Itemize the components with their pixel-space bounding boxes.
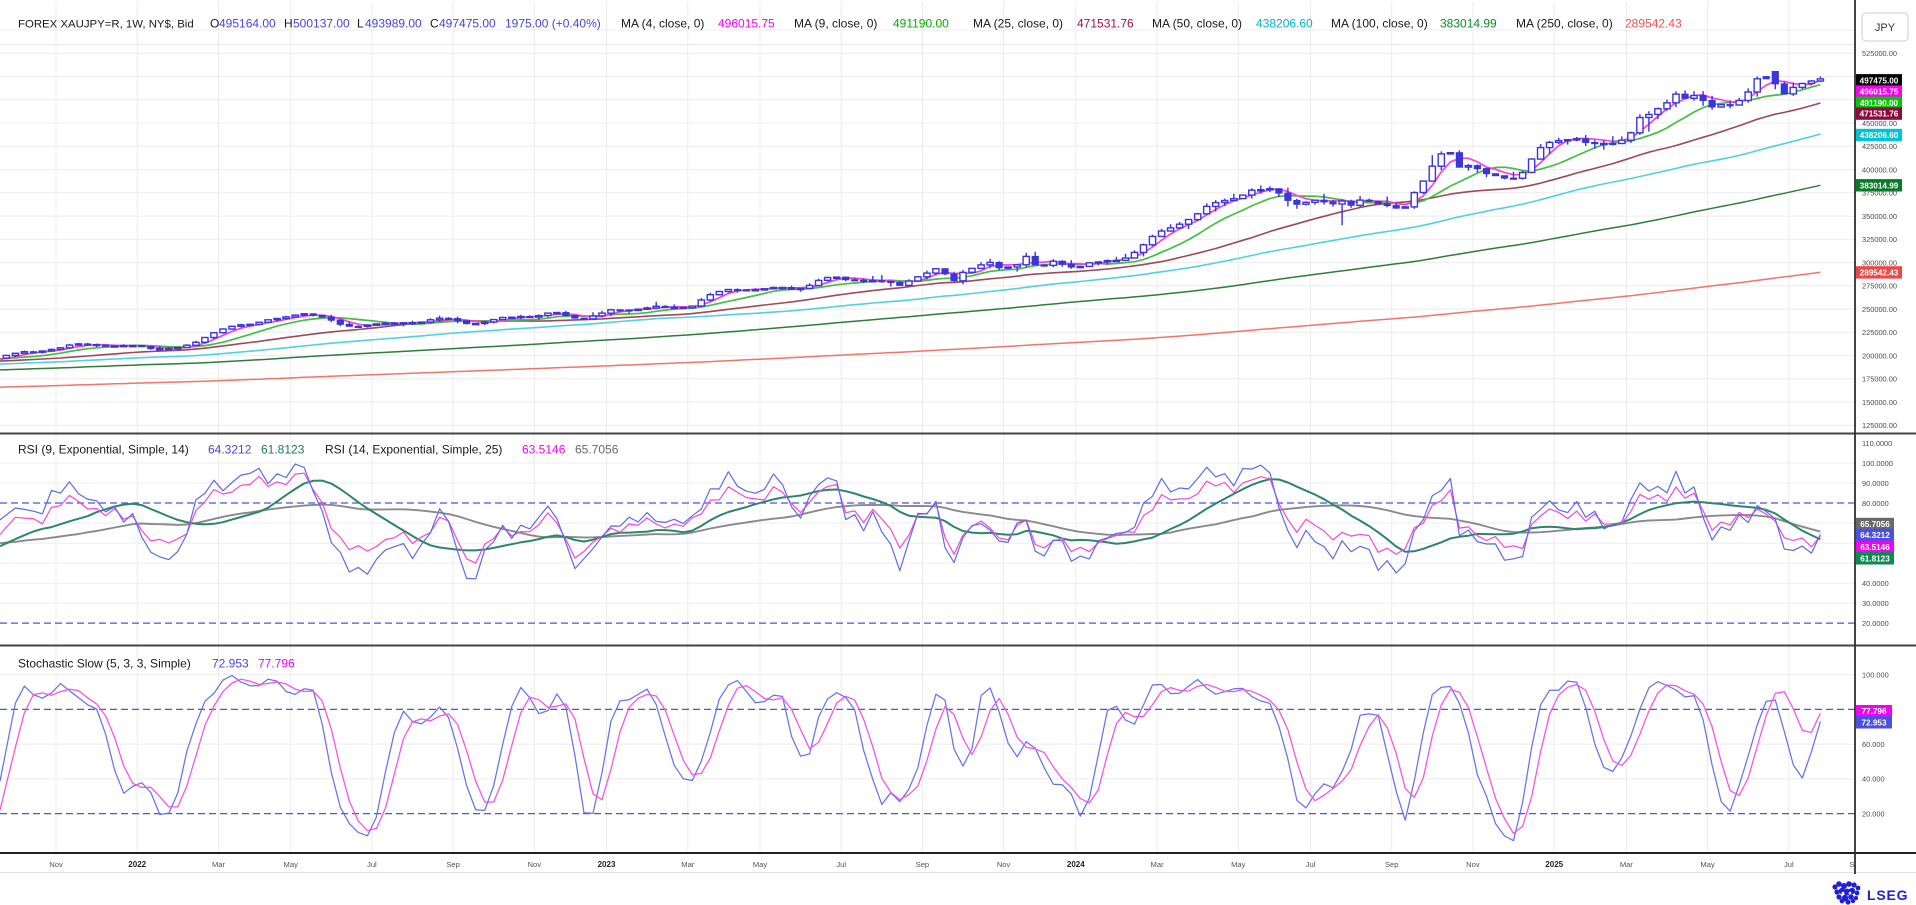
svg-text:275000.00: 275000.00 bbox=[1862, 282, 1897, 291]
svg-text:496015.75: 496015.75 bbox=[718, 17, 775, 31]
svg-text:FOREX XAUJPY=R, 1W, NY$, Bid: FOREX XAUJPY=R, 1W, NY$, Bid bbox=[18, 19, 194, 31]
svg-text:1975.00 (+0.40%): 1975.00 (+0.40%) bbox=[505, 17, 601, 31]
svg-text:Sep: Sep bbox=[916, 860, 930, 869]
svg-text:497475.00: 497475.00 bbox=[439, 17, 496, 31]
svg-text:Jul: Jul bbox=[1306, 860, 1316, 869]
svg-text:30.0000: 30.0000 bbox=[1862, 599, 1889, 608]
svg-text:100.0000: 100.0000 bbox=[1862, 459, 1893, 468]
svg-text:64.3212: 64.3212 bbox=[208, 443, 252, 457]
svg-text:RSI (14, Exponential, Simple,: RSI (14, Exponential, Simple, 25) bbox=[325, 443, 502, 457]
svg-text:Sep: Sep bbox=[1849, 860, 1863, 869]
svg-text:MA (25, close, 0): MA (25, close, 0) bbox=[973, 17, 1063, 31]
svg-text:Stochastic Slow (5, 3, 3, Simp: Stochastic Slow (5, 3, 3, Simple) bbox=[18, 657, 191, 671]
svg-text:77.796: 77.796 bbox=[1861, 707, 1886, 716]
svg-text:Jul: Jul bbox=[836, 860, 846, 869]
svg-text:Mar: Mar bbox=[212, 860, 226, 869]
svg-text:438206.60: 438206.60 bbox=[1860, 131, 1899, 140]
svg-text:63.5146: 63.5146 bbox=[1860, 543, 1890, 552]
svg-text:90.0000: 90.0000 bbox=[1862, 479, 1889, 488]
svg-text:438206.60: 438206.60 bbox=[1256, 17, 1313, 31]
svg-text:450000.00: 450000.00 bbox=[1862, 119, 1897, 128]
svg-text:2025: 2025 bbox=[1545, 860, 1563, 869]
svg-text:MA (4, close, 0): MA (4, close, 0) bbox=[621, 17, 704, 31]
svg-text:63.5146: 63.5146 bbox=[522, 443, 566, 457]
svg-text:289542.43: 289542.43 bbox=[1625, 17, 1682, 31]
svg-text:Mar: Mar bbox=[1151, 860, 1165, 869]
svg-text:20.000: 20.000 bbox=[1862, 809, 1885, 818]
svg-text:C: C bbox=[430, 17, 439, 31]
svg-text:2022: 2022 bbox=[128, 860, 146, 869]
svg-text:Mar: Mar bbox=[681, 860, 695, 869]
svg-text:497475.00: 497475.00 bbox=[1860, 76, 1899, 85]
svg-text:400000.00: 400000.00 bbox=[1862, 165, 1897, 174]
svg-text:Jul: Jul bbox=[367, 860, 377, 869]
svg-text:64.3212: 64.3212 bbox=[1860, 531, 1890, 540]
svg-text:65.7056: 65.7056 bbox=[1860, 520, 1890, 529]
svg-text:61.8123: 61.8123 bbox=[261, 443, 305, 457]
svg-text:MA (250, close, 0): MA (250, close, 0) bbox=[1516, 17, 1613, 31]
svg-text:72.953: 72.953 bbox=[1861, 718, 1886, 727]
svg-text:2023: 2023 bbox=[598, 860, 616, 869]
svg-text:60.000: 60.000 bbox=[1862, 740, 1885, 749]
svg-text:496015.75: 496015.75 bbox=[1860, 88, 1899, 97]
svg-text:77.796: 77.796 bbox=[258, 657, 295, 671]
svg-text:125000.00: 125000.00 bbox=[1862, 421, 1897, 430]
svg-text:471531.76: 471531.76 bbox=[1077, 17, 1134, 31]
svg-text:383014.99: 383014.99 bbox=[1440, 17, 1497, 31]
svg-text:383014.99: 383014.99 bbox=[1860, 181, 1899, 190]
svg-text:350000.00: 350000.00 bbox=[1862, 212, 1897, 221]
svg-text:LSEG: LSEG bbox=[1867, 887, 1908, 903]
svg-text:May: May bbox=[284, 860, 299, 869]
svg-text:May: May bbox=[1231, 860, 1246, 869]
svg-text:RSI (9, Exponential, Simple, 1: RSI (9, Exponential, Simple, 14) bbox=[18, 443, 189, 457]
svg-text:150000.00: 150000.00 bbox=[1862, 398, 1897, 407]
svg-text:491190.00: 491190.00 bbox=[893, 17, 949, 31]
svg-text:110.0000: 110.0000 bbox=[1862, 439, 1892, 448]
svg-text:Nov: Nov bbox=[528, 860, 542, 869]
svg-text:20.0000: 20.0000 bbox=[1862, 619, 1889, 628]
svg-text:2024: 2024 bbox=[1067, 860, 1085, 869]
svg-text:493989.00: 493989.00 bbox=[365, 17, 422, 31]
svg-text:250000.00: 250000.00 bbox=[1862, 305, 1897, 314]
svg-text:491190.00: 491190.00 bbox=[1860, 99, 1899, 108]
svg-text:L: L bbox=[357, 17, 364, 31]
svg-text:Sep: Sep bbox=[446, 860, 460, 869]
svg-text:May: May bbox=[753, 860, 768, 869]
svg-text:MA (50, close, 0): MA (50, close, 0) bbox=[1152, 17, 1242, 31]
svg-text:225000.00: 225000.00 bbox=[1862, 328, 1897, 337]
svg-text:MA (9, close, 0): MA (9, close, 0) bbox=[794, 17, 877, 31]
svg-text:325000.00: 325000.00 bbox=[1862, 235, 1897, 244]
svg-text:471531.76: 471531.76 bbox=[1860, 110, 1899, 119]
svg-text:Nov: Nov bbox=[49, 860, 63, 869]
svg-text:Jul: Jul bbox=[1784, 860, 1794, 869]
svg-text:375000.00: 375000.00 bbox=[1862, 189, 1897, 198]
svg-text:Nov: Nov bbox=[1466, 860, 1480, 869]
svg-text:525000.00: 525000.00 bbox=[1862, 49, 1897, 58]
svg-text:495164.00: 495164.00 bbox=[219, 17, 276, 31]
svg-text:500137.00: 500137.00 bbox=[293, 17, 350, 31]
svg-text:Mar: Mar bbox=[1620, 860, 1634, 869]
svg-text:72.953: 72.953 bbox=[212, 657, 249, 671]
svg-text:MA (100, close, 0): MA (100, close, 0) bbox=[1331, 17, 1428, 31]
svg-text:O: O bbox=[210, 17, 219, 31]
svg-text:65.7056: 65.7056 bbox=[575, 443, 619, 457]
svg-text:40.000: 40.000 bbox=[1862, 775, 1885, 784]
svg-text:300000.00: 300000.00 bbox=[1862, 258, 1897, 267]
svg-text:Nov: Nov bbox=[997, 860, 1011, 869]
svg-text:80.0000: 80.0000 bbox=[1862, 499, 1889, 508]
svg-text:May: May bbox=[1700, 860, 1715, 869]
svg-text:H: H bbox=[284, 17, 293, 31]
svg-text:JPY: JPY bbox=[1875, 22, 1896, 34]
svg-text:200000.00: 200000.00 bbox=[1862, 351, 1897, 360]
svg-text:Sep: Sep bbox=[1385, 860, 1399, 869]
svg-text:100.000: 100.000 bbox=[1862, 670, 1889, 679]
svg-text:40.0000: 40.0000 bbox=[1862, 579, 1889, 588]
svg-text:175000.00: 175000.00 bbox=[1862, 375, 1897, 384]
svg-text:425000.00: 425000.00 bbox=[1862, 142, 1897, 151]
svg-text:289542.43: 289542.43 bbox=[1860, 268, 1899, 277]
svg-text:61.8123: 61.8123 bbox=[1860, 554, 1890, 563]
